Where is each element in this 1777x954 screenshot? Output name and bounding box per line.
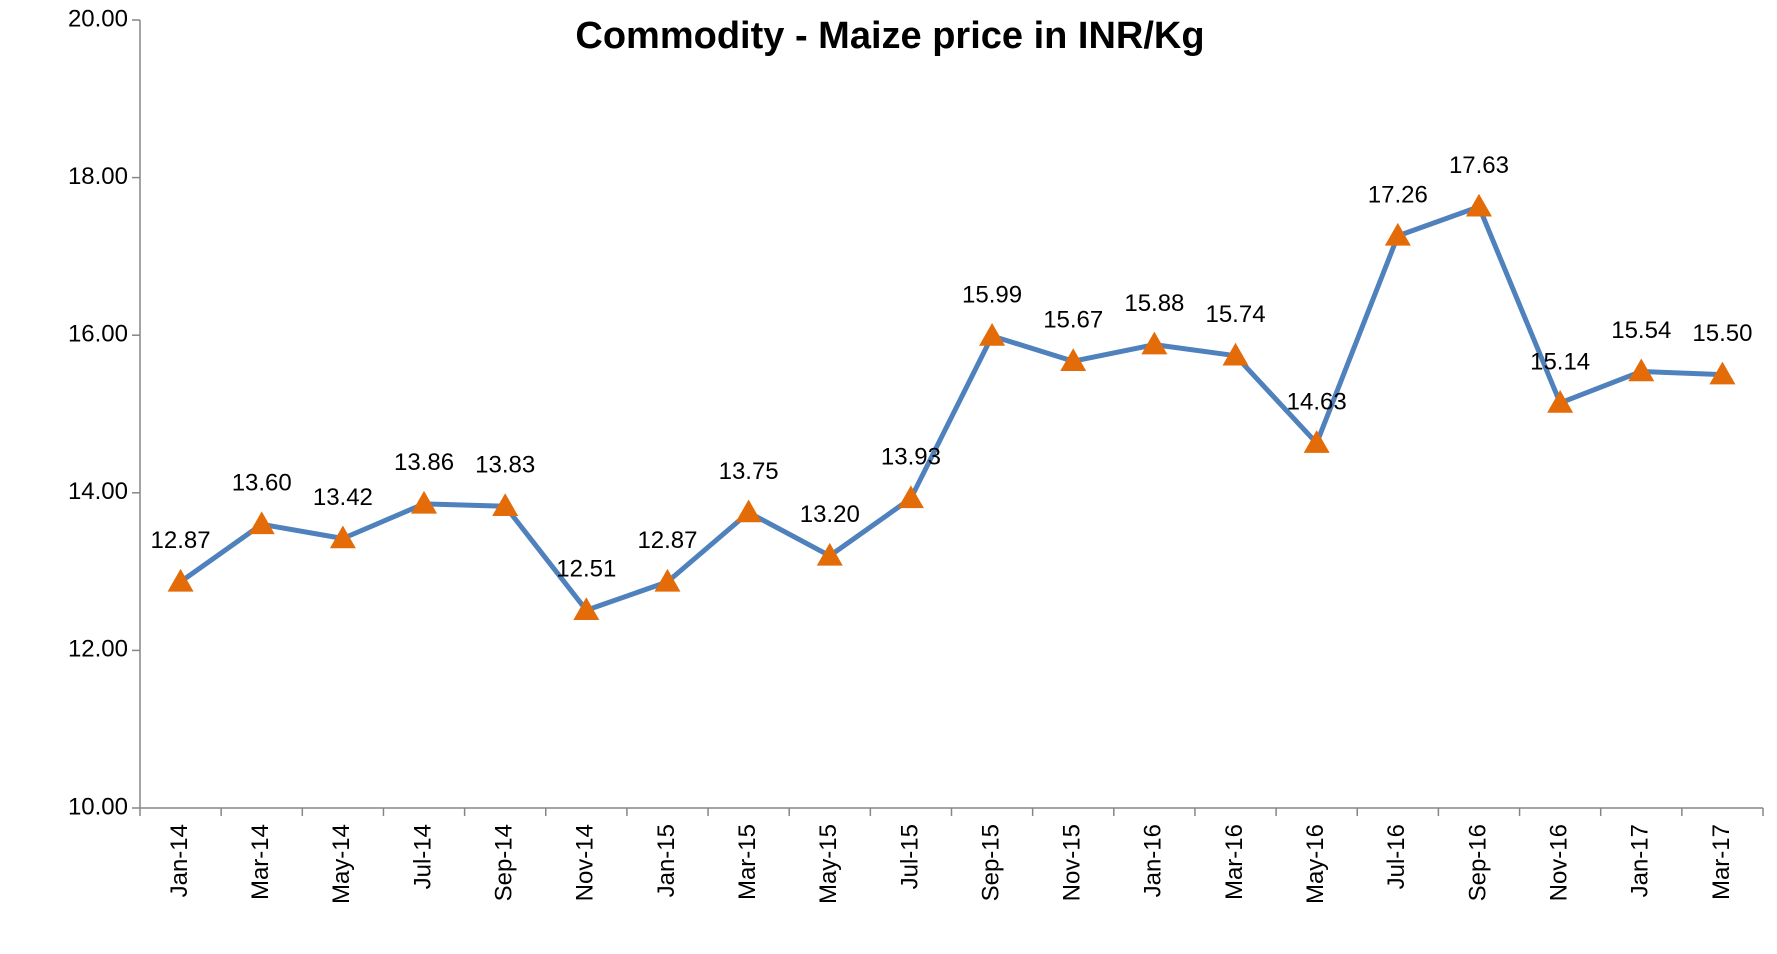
marker [492,493,519,516]
x-tick-label: Nov-16 [1545,824,1572,901]
data-label: 13.86 [394,449,454,476]
marker [329,525,356,549]
marker [1303,430,1330,453]
y-tick-label: 20.00 [68,5,128,32]
data-label: 15.99 [962,281,1022,308]
data-label: 13.93 [881,444,941,471]
y-tick-label: 16.00 [68,321,128,348]
y-tick-label: 10.00 [68,793,128,820]
data-label: 15.54 [1611,317,1671,344]
data-label: 12.87 [151,527,211,554]
y-tick-label: 18.00 [68,163,128,190]
data-label: 12.51 [556,556,616,583]
marker [1222,342,1249,366]
data-label: 17.26 [1368,181,1428,208]
marker [1709,361,1736,385]
x-tick-label: Sep-14 [491,824,518,901]
data-label: 14.63 [1287,388,1347,415]
data-label: 17.63 [1449,152,1509,179]
data-label: 13.75 [719,458,779,485]
data-label: 15.67 [1043,307,1103,334]
data-label: 13.60 [232,470,292,497]
line [179,204,1723,613]
x-tick-label: Sep-15 [977,824,1004,901]
x-tick-label: Jul-14 [409,824,436,889]
marker [735,499,762,523]
marker [1628,358,1655,382]
x-tick-label: Nov-15 [1059,824,1086,901]
data-label: 15.14 [1530,348,1590,375]
marker [897,485,924,509]
marker [816,542,843,566]
marker [573,597,600,620]
x-tick-label: Jan-15 [653,824,680,897]
marker [1384,222,1411,246]
data-label: 15.74 [1205,301,1265,328]
x-tick-label: Mar-16 [1221,824,1248,900]
x-tick-label: Jan-17 [1627,824,1654,897]
marker [1141,331,1168,355]
marker [1060,348,1087,371]
data-label: 13.20 [800,501,860,528]
marker [248,511,275,535]
data-label: 15.88 [1124,290,1184,317]
x-tick-label: Sep-16 [1464,824,1491,901]
x-tick-label: Mar-15 [734,824,761,900]
data-label: 12.87 [637,527,697,554]
x-tick-label: May-14 [328,824,355,904]
marker [1547,389,1574,413]
x-tick-label: Mar-17 [1708,824,1735,900]
marker [979,322,1006,346]
chart-title: Commodity - Maize price in INR/Kg [575,15,1204,57]
marker [411,490,438,514]
x-tick-label: Jul-15 [896,824,923,889]
data-label: 15.50 [1692,320,1752,347]
marker [167,568,194,592]
data-label: 13.83 [475,452,535,479]
x-tick-label: Nov-14 [572,824,599,901]
x-tick-label: May-15 [815,824,842,904]
x-tick-label: May-16 [1302,824,1329,904]
data-label: 13.42 [313,484,373,511]
x-tick-label: Mar-14 [247,824,274,900]
x-tick-label: Jan-14 [166,824,193,897]
y-tick-label: 14.00 [68,478,128,505]
x-tick-label: Jul-16 [1383,824,1410,889]
y-tick-label: 12.00 [68,636,128,663]
marker [1465,193,1492,217]
x-tick-label: Jan-16 [1140,824,1167,897]
marker [654,568,681,592]
